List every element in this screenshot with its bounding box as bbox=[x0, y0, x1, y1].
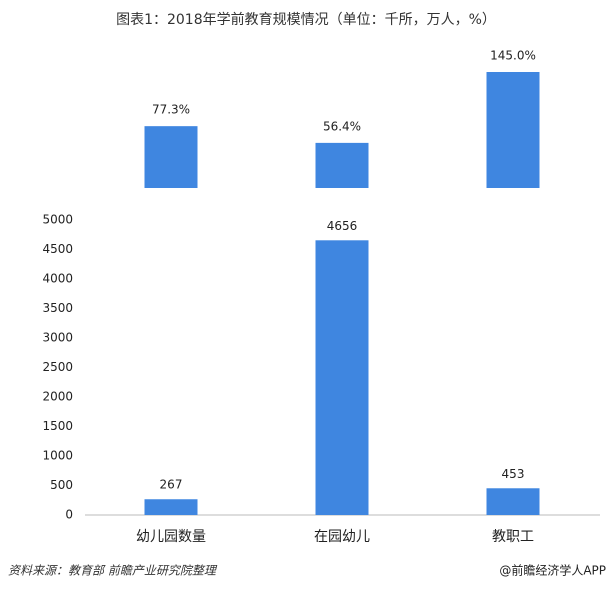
y-tick-label: 3500 bbox=[42, 301, 73, 315]
y-tick-label: 3000 bbox=[42, 331, 73, 345]
y-tick-label: 4000 bbox=[42, 272, 73, 286]
y-tick-label: 1000 bbox=[42, 449, 73, 463]
value-label: 4656 bbox=[327, 219, 358, 233]
value-label: 267 bbox=[160, 478, 183, 492]
chart-title: 图表1：2018年学前教育规模情况（单位：千所，万人，%） bbox=[116, 11, 496, 28]
y-tick-label: 1500 bbox=[42, 419, 73, 433]
y-tick-label: 2000 bbox=[42, 390, 73, 404]
y-tick-label: 0 bbox=[65, 508, 73, 522]
y-tick-label: 4500 bbox=[42, 242, 73, 256]
y-tick-label: 500 bbox=[50, 478, 73, 492]
y-tick-label: 5000 bbox=[42, 213, 73, 227]
bar bbox=[486, 72, 540, 188]
x-tick-label: 教职工 bbox=[492, 529, 534, 545]
bar bbox=[144, 499, 198, 515]
x-tick-label: 幼儿园数量 bbox=[136, 529, 206, 545]
bar bbox=[315, 240, 369, 515]
credit: @前瞻经济学人APP bbox=[499, 563, 606, 578]
source: 资料来源：教育部 前瞻产业研究院整理 bbox=[8, 564, 218, 578]
value-label: 453 bbox=[502, 467, 525, 481]
y-tick-label: 2500 bbox=[42, 360, 73, 374]
bar bbox=[315, 142, 369, 188]
x-tick-label: 在园幼儿 bbox=[314, 529, 370, 545]
value-label: 145.0% bbox=[490, 49, 536, 63]
value-label: 77.3% bbox=[152, 103, 190, 117]
bar bbox=[144, 126, 198, 188]
value-label: 56.4% bbox=[323, 119, 361, 133]
bar bbox=[486, 488, 540, 515]
